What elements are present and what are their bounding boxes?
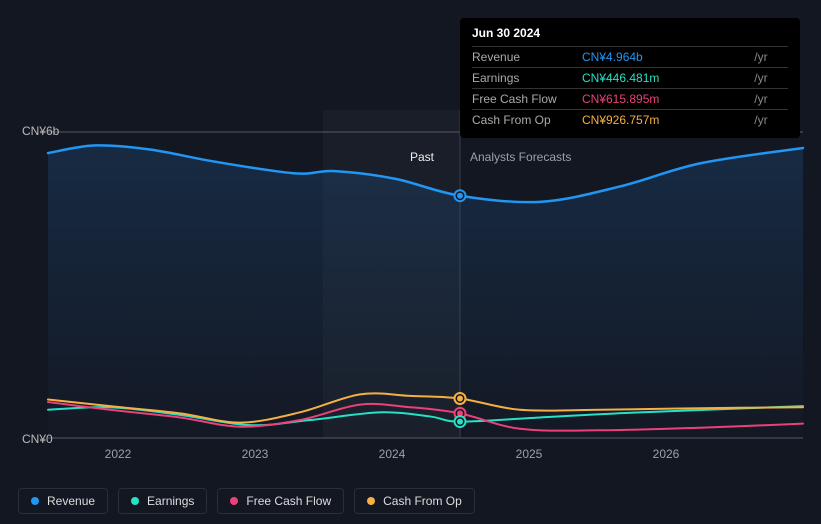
y-axis-label-max: CN¥6b (22, 124, 59, 138)
tooltip-row-value: CN¥615.895m (582, 89, 750, 110)
x-axis-tick: 2024 (379, 447, 406, 461)
tooltip-row: Cash From OpCN¥926.757m/yr (472, 110, 788, 131)
legend-label: Free Cash Flow (246, 494, 331, 508)
chart-tooltip: Jun 30 2024 RevenueCN¥4.964b/yrEarningsC… (460, 18, 800, 138)
legend-label: Cash From Op (383, 494, 462, 508)
tooltip-row-label: Revenue (472, 47, 582, 68)
x-axis-tick: 2025 (516, 447, 543, 461)
tooltip-row: EarningsCN¥446.481m/yr (472, 68, 788, 89)
tooltip-table: RevenueCN¥4.964b/yrEarningsCN¥446.481m/y… (472, 46, 788, 130)
tooltip-row-label: Cash From Op (472, 110, 582, 131)
tooltip-row-unit: /yr (750, 47, 788, 68)
x-axis-tick: 2022 (105, 447, 132, 461)
x-axis-tick: 2023 (242, 447, 269, 461)
tooltip-title: Jun 30 2024 (472, 26, 788, 44)
legend-item-revenue[interactable]: Revenue (18, 488, 108, 514)
legend-item-cfo[interactable]: Cash From Op (354, 488, 475, 514)
legend-swatch (31, 497, 39, 505)
tooltip-row-unit: /yr (750, 110, 788, 131)
tooltip-row-label: Free Cash Flow (472, 89, 582, 110)
legend-item-earnings[interactable]: Earnings (118, 488, 207, 514)
tooltip-row: RevenueCN¥4.964b/yr (472, 47, 788, 68)
tooltip-row-unit: /yr (750, 68, 788, 89)
forecast-section-label: Analysts Forecasts (470, 150, 571, 164)
tooltip-row: Free Cash FlowCN¥615.895m/yr (472, 89, 788, 110)
legend-label: Earnings (147, 494, 194, 508)
tooltip-row-value: CN¥4.964b (582, 47, 750, 68)
past-section-label: Past (410, 150, 434, 164)
legend-item-fcf[interactable]: Free Cash Flow (217, 488, 344, 514)
legend-label: Revenue (47, 494, 95, 508)
legend-swatch (367, 497, 375, 505)
legend-swatch (131, 497, 139, 505)
tooltip-row-value: CN¥926.757m (582, 110, 750, 131)
tooltip-row-label: Earnings (472, 68, 582, 89)
tooltip-row-unit: /yr (750, 89, 788, 110)
x-axis-tick: 2026 (653, 447, 680, 461)
y-axis-label-min: CN¥0 (22, 432, 53, 446)
tooltip-row-value: CN¥446.481m (582, 68, 750, 89)
legend-swatch (230, 497, 238, 505)
financials-chart[interactable]: 2022 2023 2024 2025 2026 CN¥6b CN¥0 Past Ana… (0, 0, 821, 524)
chart-legend: Revenue Earnings Free Cash Flow Cash From O… (18, 488, 475, 514)
